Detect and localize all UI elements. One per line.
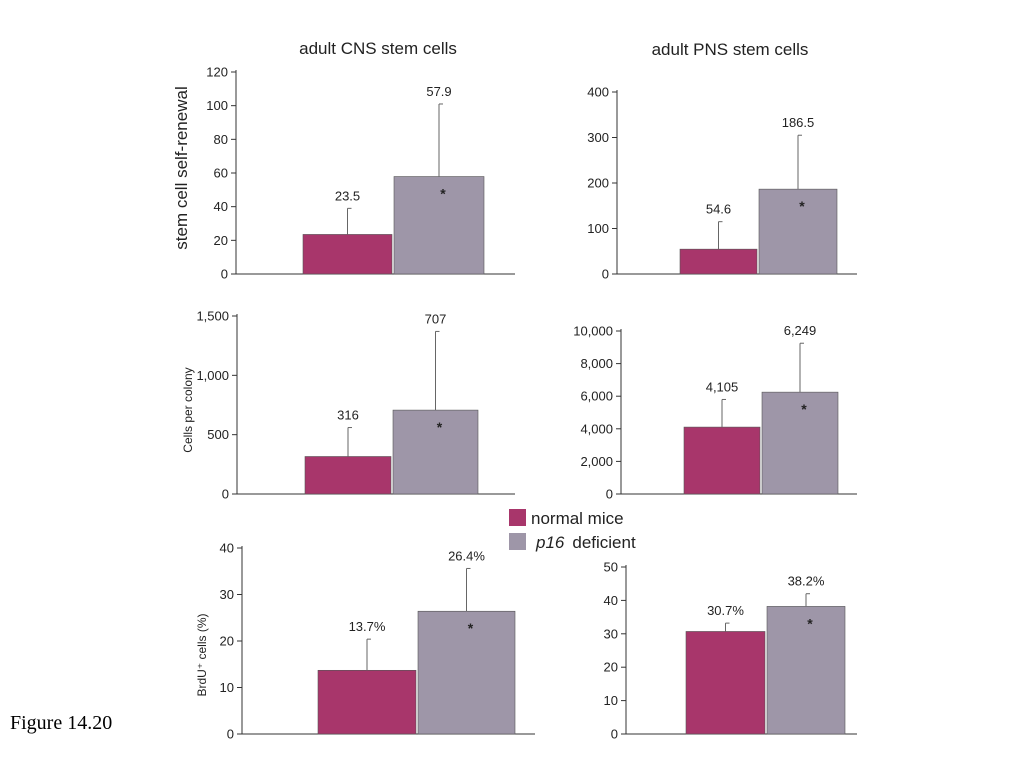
y-tick-label: 20 <box>604 660 618 675</box>
value-label-deficient: 26.4% <box>448 548 485 563</box>
y-tick-label: 0 <box>221 267 228 282</box>
bar-normal <box>685 631 766 735</box>
y-tick-label: 400 <box>587 85 609 100</box>
y-tick-label: 6,000 <box>580 389 613 404</box>
legend: normal mice p16 deficient <box>509 509 636 552</box>
chart-panel-pns-brdu: 0 10 20 30 40 50 30.7% 38.2% * <box>604 560 857 742</box>
y-tick-label: 80 <box>214 132 228 147</box>
y-tick-label: 1,000 <box>196 368 229 383</box>
value-label-deficient: 38.2% <box>788 574 825 589</box>
column-title-pns: adult PNS stem cells <box>652 40 809 59</box>
y-tick-label: 0 <box>222 487 229 502</box>
chart-panel-cns-brdu: 0 10 20 30 40 13.7% 26.4% * <box>220 541 535 742</box>
y-tick-label: 20 <box>220 634 234 649</box>
bar-deficient <box>392 409 479 495</box>
bar-normal <box>304 456 392 495</box>
bar-normal <box>302 234 393 275</box>
significance-star: * <box>468 620 474 636</box>
legend-swatch-deficient <box>509 533 526 550</box>
y-tick-label: 40 <box>604 593 618 608</box>
value-label-normal: 316 <box>337 408 359 423</box>
bar-normal <box>683 426 761 495</box>
value-label-deficient: 707 <box>425 311 447 326</box>
bar-deficient <box>758 188 838 275</box>
legend-label-deficient-text: deficient <box>572 533 636 552</box>
y-tick-label: 10 <box>220 680 234 695</box>
y-tick-label: 20 <box>214 233 228 248</box>
y-tick-label: 1,500 <box>196 309 229 324</box>
y-tick-label: 100 <box>587 221 609 236</box>
y-tick-label: 50 <box>604 560 618 575</box>
y-tick-label: 4,000 <box>580 421 613 436</box>
y-tick-label: 300 <box>587 130 609 145</box>
y-tick-label: 8,000 <box>580 356 613 371</box>
y-tick-label: 10,000 <box>573 324 613 339</box>
bar-deficient <box>761 391 839 495</box>
value-label-deficient: 57.9 <box>426 84 451 99</box>
y-tick-label: 500 <box>207 427 229 442</box>
significance-star: * <box>437 419 443 435</box>
chart-panel-pns-cells-per-colony: 0 2,000 4,000 6,000 8,000 10,000 4,105 6,249 * <box>573 323 857 502</box>
y-tick-label: 60 <box>214 166 228 181</box>
y-tick-label: 100 <box>206 98 228 113</box>
y-tick-label: 0 <box>602 267 609 282</box>
y-tick-label: 0 <box>611 727 618 742</box>
y-tick-label: 120 <box>206 65 228 80</box>
value-label-deficient: 186.5 <box>782 115 815 130</box>
y-axis-label-self-renewal: stem cell self-renewal <box>172 86 191 249</box>
y-tick-label: 30 <box>220 587 234 602</box>
chart-panel-cns-cells-per-colony: 0 500 1,000 1,500 316 707 * <box>196 309 515 502</box>
bar-deficient <box>393 176 485 275</box>
y-tick-label: 10 <box>604 693 618 708</box>
chart-panel-cns-self-renewal: 0 20 40 60 80 100 120 23.5 57.9 * <box>206 65 515 282</box>
significance-star: * <box>801 401 807 417</box>
legend-label-normal: normal mice <box>531 509 624 528</box>
y-tick-label: 30 <box>604 626 618 641</box>
y-tick-label: 0 <box>227 727 234 742</box>
value-label-normal: 23.5 <box>335 188 360 203</box>
column-title-cns: adult CNS stem cells <box>299 39 457 58</box>
y-tick-label: 200 <box>587 176 609 191</box>
y-tick-label: 2,000 <box>580 454 613 469</box>
value-label-normal: 13.7% <box>349 619 386 634</box>
figure-caption: Figure 14.20 <box>10 712 113 734</box>
significance-star: * <box>799 198 805 214</box>
bar-normal <box>317 669 417 735</box>
value-label-normal: 54.6 <box>706 202 731 217</box>
y-axis-label-brdu: BrdU⁺ cells (%) <box>195 613 209 696</box>
value-label-normal: 30.7% <box>707 603 744 618</box>
significance-star: * <box>440 186 446 202</box>
legend-label-deficient: p16 deficient <box>535 533 636 552</box>
y-tick-label: 40 <box>220 541 234 556</box>
bar-normal <box>679 248 758 275</box>
chart-panel-pns-self-renewal: 0 100 200 300 400 54.6 186.5 * <box>587 85 857 282</box>
bar-deficient <box>766 606 846 735</box>
legend-swatch-normal <box>509 509 526 526</box>
bar-deficient <box>417 610 516 735</box>
significance-star: * <box>807 615 813 631</box>
y-tick-label: 0 <box>606 487 613 502</box>
y-tick-label: 40 <box>214 199 228 214</box>
value-label-normal: 4,105 <box>706 379 739 394</box>
y-axis-label-cells-per-colony: Cells per colony <box>181 367 195 452</box>
legend-label-deficient-gene: p16 <box>535 533 565 552</box>
value-label-deficient: 6,249 <box>784 323 817 338</box>
